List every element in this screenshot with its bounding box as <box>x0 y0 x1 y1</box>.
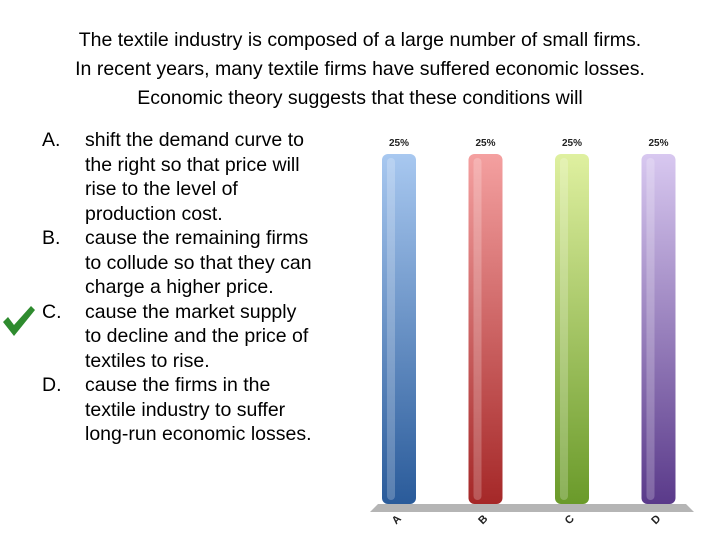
checkmark-icon <box>3 306 35 336</box>
option-b: B. cause the remaining firms to collude … <box>40 226 370 300</box>
option-letter: B. <box>42 227 61 249</box>
category-label-b: B <box>476 513 490 527</box>
data-label-a: 25% <box>389 138 409 149</box>
option-line: textile industry to suffer <box>85 398 286 421</box>
option-a: A. shift the demand curve to the right s… <box>40 128 370 226</box>
category-label-d: D <box>649 513 663 527</box>
option-line: to collude so that they can <box>85 251 312 274</box>
option-line: rise to the level of <box>85 178 238 200</box>
option-line: cause the market supply <box>85 300 297 323</box>
option-line: cause the remaining firms <box>85 227 309 249</box>
bar-b <box>468 154 503 504</box>
category-label-c: C <box>563 513 577 527</box>
chart-floor <box>370 504 694 512</box>
option-line: shift the demand curve to <box>85 129 304 151</box>
option-line: the right so that price will <box>85 153 300 176</box>
option-letter: D. <box>42 374 62 396</box>
option-c: C. cause the market supply to decline an… <box>40 300 370 374</box>
bar-c <box>555 154 589 504</box>
question-line: In recent years, many textile firms have… <box>75 58 645 80</box>
option-letter: C. <box>42 300 62 323</box>
option-line: production cost. <box>85 202 223 225</box>
bar-d <box>641 154 676 504</box>
option-letter: A. <box>42 129 61 151</box>
category-label-a: A <box>390 513 404 527</box>
data-label-b: 25% <box>475 138 495 149</box>
bar-highlight <box>560 158 568 500</box>
data-label-d: 25% <box>648 138 668 149</box>
question-text: The textile industry is composed of a la… <box>0 26 720 113</box>
option-d: D. cause the firms in the textile indust… <box>40 373 370 447</box>
option-line: textiles to rise. <box>85 349 210 372</box>
question-line: Economic theory suggests that these cond… <box>137 87 583 109</box>
bar-highlight <box>473 158 482 500</box>
data-label-c: 25% <box>562 138 582 149</box>
option-line: cause the firms in the <box>85 374 271 396</box>
answer-options: A. shift the demand curve to the right s… <box>40 128 370 447</box>
option-line: to decline and the price of <box>85 325 309 347</box>
option-line: charge a higher price. <box>85 276 274 298</box>
question-line: The textile industry is composed of a la… <box>78 29 642 51</box>
bar-highlight <box>387 158 395 500</box>
option-line: long-run economic losses. <box>85 423 312 445</box>
bar-highlight <box>646 158 655 500</box>
response-bar-chart: 25% A 25% B 25% C 25% D <box>370 138 694 527</box>
bar-a <box>382 154 416 504</box>
